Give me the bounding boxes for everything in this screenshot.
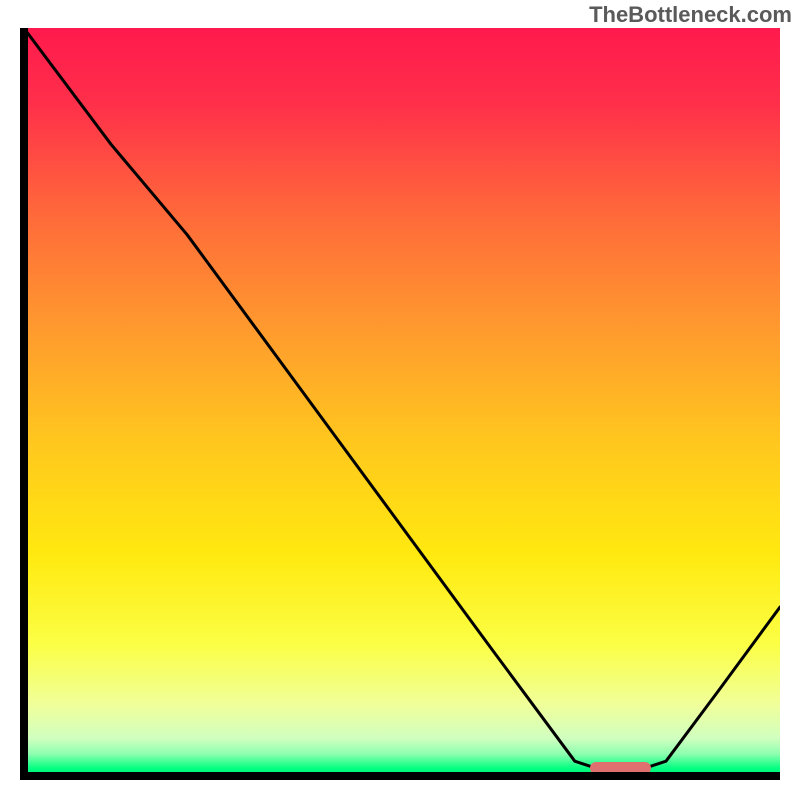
watermark-text: TheBottleneck.com xyxy=(589,2,792,28)
x-axis xyxy=(20,772,780,780)
plot-area xyxy=(20,28,780,780)
curve-line xyxy=(20,28,780,780)
y-axis xyxy=(20,28,28,780)
chart-container: TheBottleneck.com xyxy=(0,0,800,800)
